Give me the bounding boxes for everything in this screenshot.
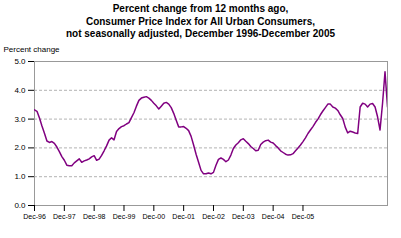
svg-text:Dec-04: Dec-04 [262, 213, 285, 220]
svg-text:Dec-00: Dec-00 [143, 213, 166, 220]
svg-text:Percent change: Percent change [4, 45, 61, 54]
svg-text:0.0: 0.0 [14, 201, 26, 210]
svg-text:Dec-96: Dec-96 [23, 213, 46, 220]
svg-text:Dec-97: Dec-97 [53, 213, 76, 220]
svg-text:Dec-98: Dec-98 [83, 213, 106, 220]
svg-text:2.0: 2.0 [14, 143, 26, 152]
svg-text:5.0: 5.0 [14, 57, 26, 66]
html-text:Percent change from 12 months: Percent change from 12 months ago, Consu… [66, 3, 335, 39]
svg-text:Dec-02: Dec-02 [202, 213, 225, 220]
svg-text:Dec-05: Dec-05 [292, 213, 315, 220]
svg-text:Dec-99: Dec-99 [113, 213, 136, 220]
svg-text:1.0: 1.0 [14, 172, 26, 181]
svg-text:Dec-03: Dec-03 [232, 213, 255, 220]
svg-text:Dec-01: Dec-01 [172, 213, 195, 220]
svg-text:3.0: 3.0 [14, 114, 26, 123]
svg-text:4.0: 4.0 [14, 85, 26, 94]
